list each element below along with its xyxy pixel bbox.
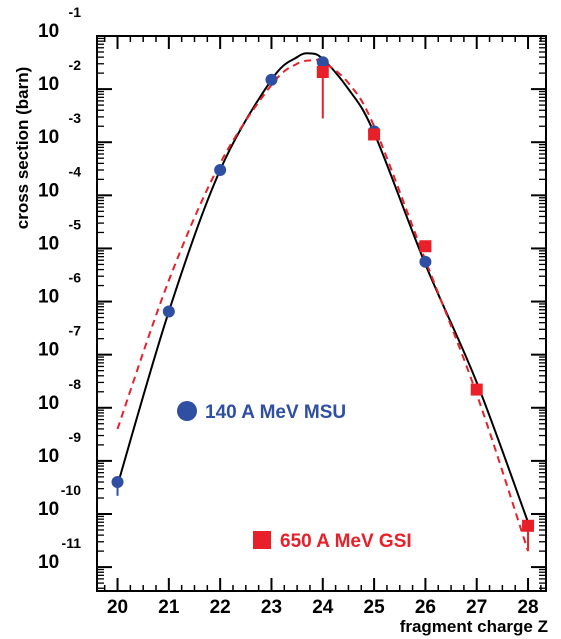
- y-tick-base: 10: [38, 287, 59, 308]
- x-tick-label: 24: [312, 597, 334, 618]
- gsi-data-point: [419, 240, 432, 253]
- legend: 140 A MeV MSU 650 A MeV GSI: [177, 401, 412, 552]
- y-tick-base: 10: [38, 233, 59, 254]
- x-tick-label: 20: [107, 597, 128, 618]
- y-tick-exponent: -9: [69, 429, 82, 445]
- y-tick-exponent: -4: [69, 163, 82, 179]
- y-tick-base: 10: [38, 552, 59, 573]
- y-tick-exponent: -5: [69, 216, 82, 232]
- msu-data-point: [265, 73, 278, 86]
- msu-data-point: [111, 476, 124, 489]
- gsi-data-point: [368, 128, 381, 141]
- gsi-data-point: [522, 519, 535, 532]
- y-tick-exponent: -10: [61, 482, 81, 498]
- y-tick-base: 10: [38, 340, 59, 361]
- plot-frame: [96, 35, 547, 592]
- y-tick-base: 10: [38, 393, 59, 414]
- legend-marker-msu: [177, 401, 197, 421]
- legend-label: 140 A MeV MSU: [205, 402, 346, 423]
- y-tick-base: 10: [38, 446, 59, 467]
- y-tick-exponent: -8: [69, 376, 82, 392]
- legend-marker-gsi: [253, 531, 271, 549]
- y-tick-exponent: -6: [69, 270, 82, 286]
- x-tick-label: 28: [517, 597, 538, 618]
- y-axis-title: cross section (barn): [13, 67, 32, 230]
- x-tick-label: 22: [210, 597, 231, 618]
- msu-data-point: [214, 163, 227, 176]
- data-points: [111, 56, 535, 552]
- y-tick-base: 10: [38, 499, 59, 520]
- y-tick-exponent: -2: [69, 57, 82, 73]
- msu-data-point: [419, 255, 432, 268]
- msu-data-point: [162, 305, 175, 318]
- tick-labels: 20 21 22 23 24 25 26 27 28 10 -1 10 -2 10 -3 10 -4 10 -5 10…: [38, 4, 539, 618]
- y-tick-base: 10: [38, 21, 59, 42]
- y-tick-exponent: -11: [62, 535, 82, 551]
- fit-curves: [116, 52, 529, 552]
- x-tick-label: 23: [261, 597, 282, 618]
- x-tick-label: 25: [364, 597, 386, 618]
- msu-fit-curve-solid: [116, 52, 529, 523]
- x-tick-label: 27: [466, 597, 487, 618]
- legend-label: 650 A MeV GSI: [280, 531, 412, 552]
- gsi-data-point: [470, 383, 483, 396]
- x-tick-label: 26: [415, 597, 436, 618]
- msu-data-point: [316, 56, 329, 69]
- axis-ticks: [97, 35, 546, 591]
- y-tick-base: 10: [38, 127, 59, 148]
- gsi-data-point: [316, 65, 329, 78]
- y-tick-exponent: -3: [69, 110, 82, 126]
- x-axis-title: fragment charge Z: [400, 617, 548, 636]
- x-tick-label: 21: [158, 597, 180, 618]
- y-tick-exponent: -7: [69, 323, 82, 339]
- y-tick-base: 10: [38, 180, 59, 201]
- gsi-fit-curve-dashed: [116, 58, 529, 552]
- y-tick-exponent: -1: [69, 4, 82, 20]
- y-tick-base: 10: [38, 74, 59, 95]
